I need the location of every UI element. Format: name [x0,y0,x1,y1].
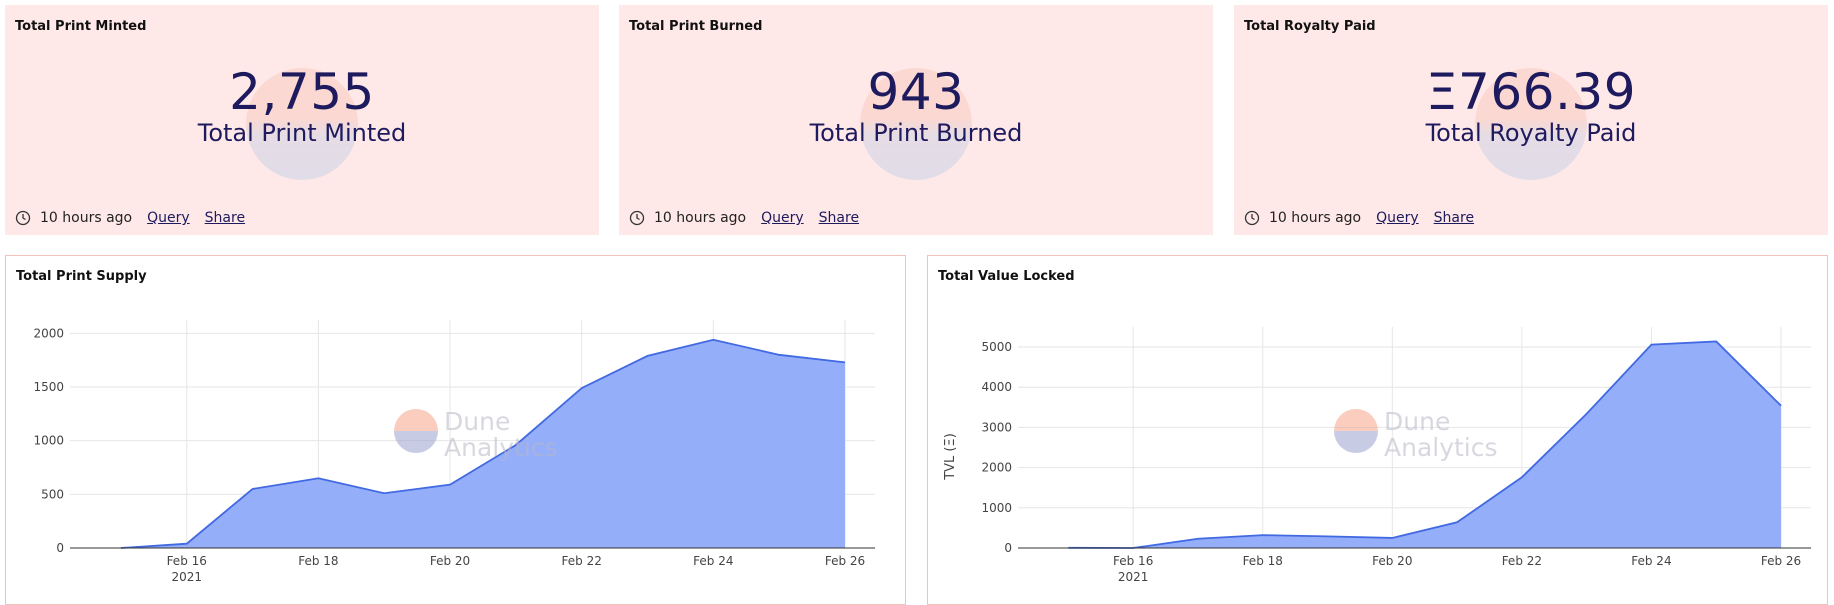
x-tick-label: Feb 26 [1761,554,1801,568]
updated-time: 10 hours ago [1269,210,1362,226]
chart-card-print-supply: Total Print Supply 0 500 1000 1500 2000 Feb 1… [5,255,906,605]
x-year-label: 2021 [1118,570,1149,584]
counter-background-circle [860,68,972,180]
x-year-label: 2021 [171,570,202,584]
y-tick-label: 5000 [981,340,1012,354]
watermark-icon [394,409,438,431]
x-tick-label: Feb 20 [1372,554,1412,568]
updated-time: 10 hours ago [654,210,747,226]
counter-label: Total Print Minted [197,119,407,147]
counter-card-burned: Total Print Burned 943 Total Print Burne… [619,5,1213,235]
counter-card-minted: Total Print Minted 2,755 Total Print Min… [5,5,599,235]
y-tick-label: 2000 [33,326,64,340]
x-tick-label: Feb 24 [693,554,733,568]
y-tick-label: 2000 [981,461,1012,475]
card-title: Total Print Minted [15,19,147,34]
series-line [120,338,846,549]
y-tick-label: 4000 [981,380,1012,394]
chart-title: Total Print Supply [16,269,147,284]
x-tick-label: Feb 20 [430,554,470,568]
updated-time: 10 hours ago [40,210,133,226]
counter-value: Ξ766.39 [1425,63,1637,121]
x-tick-label: Feb 18 [298,554,338,568]
y-tick-label: 1000 [33,434,64,448]
area-fill [1068,341,1781,548]
counter-display: 943 Total Print Burned [619,65,1213,185]
counter-background-circle [1475,68,1587,180]
y-tick-label: 1500 [33,380,64,394]
clock-icon [1244,210,1260,226]
x-tick-label: Feb 16 [167,554,207,568]
card-footer: 10 hours ago Query Share [15,210,260,226]
query-link[interactable]: Query [761,210,804,226]
share-link[interactable]: Share [204,210,246,226]
x-tick-label: Feb 22 [1502,554,1542,568]
y-axis-label: TVL (Ξ) [943,433,958,481]
counter-value: 943 [867,63,965,121]
chart-title: Total Value Locked [938,269,1075,284]
counter-value: 2,755 [229,63,375,121]
x-tick-label: Feb 24 [1631,554,1671,568]
watermark-text: Dune [444,407,510,436]
x-tick-label: Feb 26 [825,554,865,568]
y-tick-label: 0 [1004,541,1012,555]
counter-display: Ξ766.39 Total Royalty Paid [1234,65,1828,185]
counter-label: Total Print Burned [809,119,1023,147]
watermark-icon [394,431,438,453]
card-footer: 10 hours ago Query Share [1244,210,1489,226]
share-link[interactable]: Share [1433,210,1475,226]
query-link[interactable]: Query [147,210,190,226]
share-link[interactable]: Share [818,210,860,226]
query-link[interactable]: Query [1376,210,1419,226]
x-tick-label: Feb 18 [1243,554,1283,568]
counter-card-royalty: Total Royalty Paid Ξ766.39 Total Royalty… [1234,5,1828,235]
watermark-icon [1334,409,1378,431]
print-supply-chart: 0 500 1000 1500 2000 Feb 16 2021 Feb 18 Feb 20 Fe… [33,320,875,584]
y-tick-label: 3000 [981,420,1012,434]
counter-label: Total Royalty Paid [1425,119,1637,147]
x-tick-label: Feb 22 [562,554,602,568]
counter-background-circle [246,68,358,180]
clock-icon [629,210,645,226]
counter-display: 2,755 Total Print Minted [5,65,599,185]
area-fill [120,339,846,548]
watermark-text: Analytics [1384,433,1498,462]
series-line [1068,340,1782,549]
value-locked-chart: 0 1000 2000 3000 4000 5000 Feb 16 2021 Feb 18 Feb… [943,327,1811,584]
y-tick-label: 1000 [981,501,1012,515]
watermark-text: Analytics [444,433,558,462]
y-tick-label: 0 [56,541,64,555]
card-footer: 10 hours ago Query Share [629,210,874,226]
watermark-text: Dune [1384,407,1450,436]
watermark-icon [1334,431,1378,453]
card-title: Total Print Burned [629,19,763,34]
card-title: Total Royalty Paid [1244,19,1376,34]
chart-card-value-locked: Total Value Locked 0 1000 2000 3000 4000 5000… [927,255,1828,605]
y-tick-label: 500 [41,487,64,501]
clock-icon [15,210,31,226]
x-tick-label: Feb 16 [1113,554,1153,568]
